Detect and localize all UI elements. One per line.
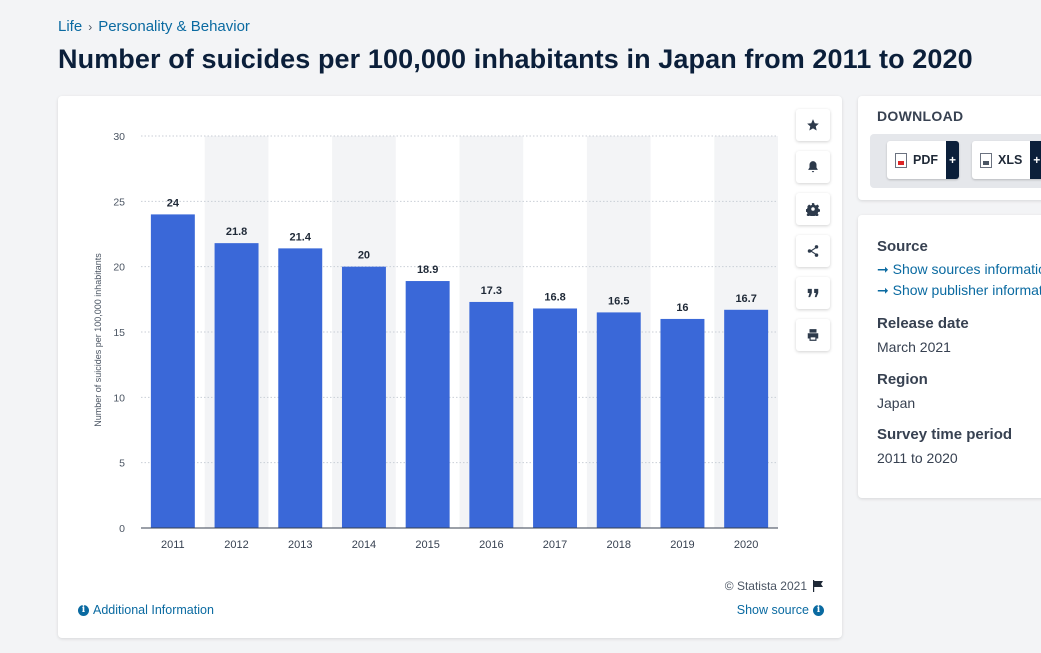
bar <box>596 312 641 528</box>
y-tick-label: 25 <box>113 196 125 208</box>
y-tick-label: 10 <box>113 392 125 404</box>
x-tick-label: 2018 <box>607 539 631 551</box>
print-button[interactable] <box>796 319 830 351</box>
quote-icon <box>807 288 819 298</box>
x-tick-label: 2015 <box>415 539 439 551</box>
breadcrumb-personality-behavior[interactable]: Personality & Behavior <box>98 18 250 35</box>
y-tick-label: 5 <box>119 458 125 470</box>
x-tick-label: 2014 <box>352 539 376 551</box>
x-tick-label: 2020 <box>734 539 758 551</box>
release-date-value: March 2021 <box>877 339 951 355</box>
bar <box>341 266 386 528</box>
bar-chart: 0 5 10 15 20 25 30 Number of suicides per 100,0… <box>93 131 778 551</box>
info-icon: i <box>78 604 89 616</box>
x-tick-label: 2019 <box>670 539 694 551</box>
bar <box>660 318 705 528</box>
additional-information-label: Additional Information <box>93 603 214 617</box>
x-tick-label: 2017 <box>543 539 567 551</box>
show-source-label: Show source <box>736 603 809 617</box>
data-label: 24 <box>167 197 180 209</box>
plus-icon: + <box>946 141 959 179</box>
y-tick-label: 20 <box>113 262 125 274</box>
breadcrumb-separator: › <box>88 19 93 34</box>
survey-period-heading: Survey time period <box>877 426 1013 443</box>
chart-toolbar <box>796 109 830 351</box>
data-label: 16 <box>676 302 688 314</box>
x-tick-label: 2013 <box>288 539 312 551</box>
settings-button[interactable] <box>796 193 830 225</box>
download-title: DOWNLOAD <box>877 108 964 124</box>
bar <box>724 309 769 528</box>
release-date-heading: Release date <box>877 315 969 332</box>
notification-button[interactable] <box>796 151 830 183</box>
favorite-button[interactable] <box>796 109 830 141</box>
share-button[interactable] <box>796 235 830 267</box>
survey-period-value: 2011 to 2020 <box>877 450 958 466</box>
x-tick-label: 2016 <box>479 539 503 551</box>
copyright-notice: © Statista 2021 <box>725 579 824 593</box>
gear-icon <box>806 203 820 216</box>
data-label: 21.4 <box>290 231 312 243</box>
copyright-text: © Statista 2021 <box>724 579 807 593</box>
y-tick-label: 0 <box>119 523 125 535</box>
data-label: 16.7 <box>735 293 756 305</box>
statistic-details-panel: Source ➞ Show sources information ➞ Show… <box>858 215 1041 498</box>
bar <box>278 248 323 528</box>
chart-card: 0 5 10 15 20 25 30 Number of suicides per 100,0… <box>58 96 842 638</box>
page-title: Number of suicides per 100,000 inhabitan… <box>58 44 973 74</box>
flag-icon[interactable] <box>812 580 824 592</box>
data-label: 20 <box>358 250 370 262</box>
bar <box>469 301 514 528</box>
show-publisher-link[interactable]: ➞ Show publisher information <box>877 282 1041 298</box>
bar <box>150 214 195 528</box>
source-heading: Source <box>877 238 928 255</box>
data-label: 16.5 <box>608 295 629 307</box>
plus-icon: + <box>1030 141 1041 179</box>
info-icon: i <box>813 604 824 616</box>
xls-file-icon <box>980 152 992 168</box>
breadcrumb-life[interactable]: Life <box>58 18 83 35</box>
cite-button[interactable] <box>796 277 830 309</box>
y-axis-label: Number of suicides per 100,000 inhabitan… <box>93 253 103 427</box>
bar <box>405 281 450 528</box>
download-panel: DOWNLOAD PDF + XLS + <box>858 96 1041 200</box>
x-tick-label: 2011 <box>161 539 185 551</box>
show-source-link[interactable]: Show source i <box>737 603 824 617</box>
show-sources-link[interactable]: ➞ Show sources information <box>877 261 1041 277</box>
print-icon <box>807 329 819 341</box>
share-icon <box>807 245 819 257</box>
bar <box>533 308 578 528</box>
data-label: 21.8 <box>226 226 247 238</box>
region-heading: Region <box>877 371 928 388</box>
breadcrumb: Life › Personality & Behavior <box>58 18 250 35</box>
bell-icon <box>808 161 818 173</box>
data-label: 18.9 <box>417 264 438 276</box>
pdf-file-icon <box>895 152 907 168</box>
data-label: 17.3 <box>481 285 502 297</box>
additional-information-link[interactable]: i Additional Information <box>78 603 214 617</box>
download-pdf-button[interactable]: PDF + <box>887 141 959 179</box>
x-tick-label: 2012 <box>224 539 248 551</box>
star-icon <box>807 119 819 131</box>
data-label: 16.8 <box>544 291 565 303</box>
xls-label: XLS <box>998 153 1023 167</box>
bar <box>214 243 259 528</box>
pdf-label: PDF <box>913 153 938 167</box>
y-tick-label: 15 <box>113 327 125 339</box>
region-value: Japan <box>877 395 916 411</box>
y-tick-label: 30 <box>113 131 125 143</box>
download-xls-button[interactable]: XLS + <box>972 141 1041 179</box>
